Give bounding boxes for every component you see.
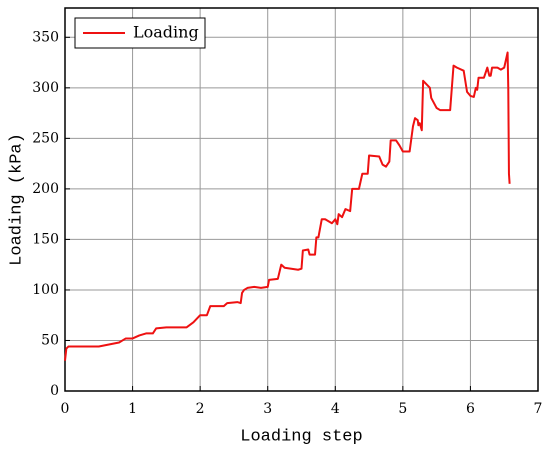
x-tick-label: 6 <box>466 401 475 417</box>
x-tick-label: 1 <box>128 401 137 417</box>
x-tick-label: 3 <box>263 401 272 417</box>
y-tick-label: 100 <box>32 282 59 298</box>
x-tick-label: 0 <box>61 401 70 417</box>
y-axis-title: Loading (kPa) <box>7 133 26 266</box>
x-tick-label: 2 <box>196 401 205 417</box>
legend-label: Loading <box>133 23 199 42</box>
y-tick-label: 300 <box>32 80 59 96</box>
y-tick-label: 250 <box>32 130 59 146</box>
y-tick-label: 0 <box>50 383 59 399</box>
data-line <box>64 51 511 361</box>
y-tick-label: 200 <box>32 181 59 197</box>
x-tick-label: 7 <box>534 401 543 417</box>
y-tick-label: 150 <box>32 231 59 247</box>
plot-frame <box>64 7 539 392</box>
y-tick-label: 50 <box>41 332 59 348</box>
x-tick-label: 5 <box>398 401 407 417</box>
x-tick-label: 4 <box>331 401 340 417</box>
x-axis-title: Loading step <box>240 427 362 446</box>
y-tick-label: 350 <box>32 29 59 45</box>
